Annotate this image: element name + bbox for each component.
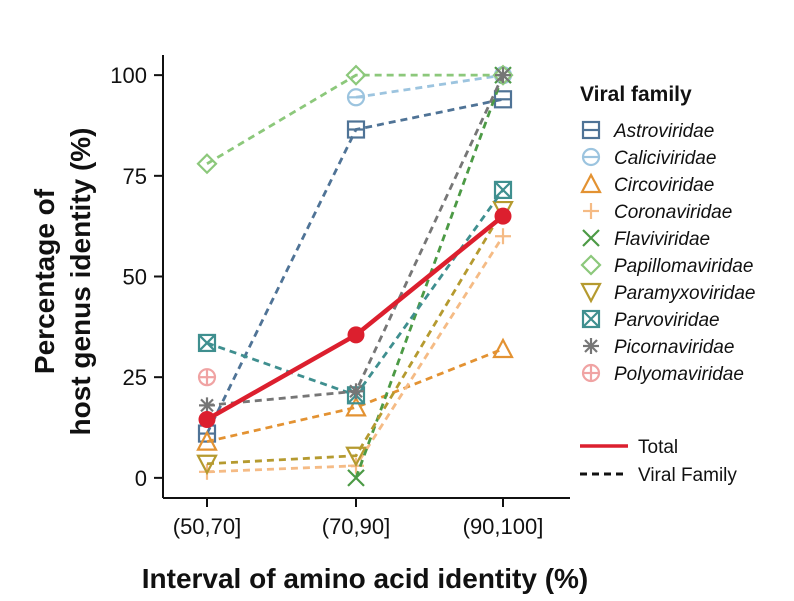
data-point-marker bbox=[582, 229, 600, 247]
data-point-marker bbox=[493, 90, 513, 109]
legend-item: Astroviridae bbox=[581, 120, 714, 142]
legend-total-label: Total bbox=[638, 437, 678, 458]
data-point-marker bbox=[346, 88, 366, 107]
data-point-marker bbox=[583, 338, 599, 354]
y-tick-label: 0 bbox=[135, 466, 147, 491]
legend-title: Viral family bbox=[580, 83, 692, 106]
legend-item-label: Polyomaviridae bbox=[614, 364, 744, 385]
data-point-marker bbox=[580, 172, 602, 194]
y-tick-label: 75 bbox=[123, 164, 147, 189]
series-line bbox=[206, 189, 505, 397]
data-point-marker bbox=[197, 368, 217, 387]
legend-item: Coronaviridae bbox=[583, 202, 732, 223]
legend: Viral family Astroviridae Caliciviridae Ci… bbox=[580, 83, 756, 486]
legend-item-label: Picornaviridae bbox=[614, 337, 734, 358]
series-parvoviridae bbox=[197, 180, 513, 405]
data-point-marker bbox=[196, 153, 218, 175]
data-point-marker bbox=[580, 254, 602, 276]
data-point-marker bbox=[197, 333, 217, 353]
y-axis-title-line-1: Percentage of bbox=[29, 188, 60, 374]
legend-item: Paramyxoviridae bbox=[580, 282, 756, 304]
legend-item: Parvoviridae bbox=[581, 309, 720, 331]
series-polyomaviridae bbox=[197, 368, 217, 387]
y-tick-label: 50 bbox=[123, 265, 147, 290]
series-layer bbox=[196, 64, 514, 487]
legend-item: Papillomaviridae bbox=[580, 254, 753, 277]
series-picornaviridae bbox=[199, 67, 511, 414]
legend-item: Picornaviridae bbox=[583, 337, 734, 358]
data-point-marker bbox=[492, 64, 514, 86]
total-point bbox=[494, 207, 512, 225]
total-series-layer bbox=[198, 207, 512, 428]
legend-item-label: Circoviridae bbox=[614, 175, 714, 196]
legend-item-label: Paramyxoviridae bbox=[614, 283, 756, 304]
legend-item-label: Caliciviridae bbox=[614, 148, 716, 169]
data-point-marker bbox=[583, 203, 599, 219]
legend-item: Caliciviridae bbox=[581, 147, 716, 169]
legend-viral-family-label: Viral Family bbox=[638, 465, 737, 486]
series-line bbox=[355, 73, 504, 99]
x-tick-label: (90,100] bbox=[463, 514, 544, 539]
data-point-marker bbox=[345, 446, 367, 468]
plot-area: 0 25 50 75 100 (50,70] (70,90] (90,100] bbox=[110, 55, 570, 539]
data-point-marker bbox=[196, 454, 218, 476]
y-tick-label: 25 bbox=[123, 365, 147, 390]
data-point-marker bbox=[495, 228, 511, 245]
data-point-marker bbox=[196, 430, 218, 451]
data-point-marker bbox=[199, 397, 215, 414]
legend-item: Circoviridae bbox=[580, 172, 714, 196]
y-axis-title: Percentage of host genus identity (%) bbox=[29, 128, 96, 436]
legend-item: Polyomaviridae bbox=[581, 363, 744, 385]
series-line bbox=[206, 347, 504, 443]
series-caliciviridae bbox=[346, 66, 513, 107]
data-point-marker bbox=[493, 180, 513, 200]
y-axis-ticks: 0 25 50 75 100 bbox=[110, 63, 163, 491]
y-tick-label: 100 bbox=[110, 63, 147, 88]
series-line bbox=[206, 209, 505, 466]
data-point-marker bbox=[581, 309, 601, 329]
series-circoviridae bbox=[196, 337, 514, 451]
legend-item-label: Coronaviridae bbox=[614, 202, 732, 223]
series-line bbox=[206, 74, 505, 407]
data-point-marker bbox=[581, 363, 601, 383]
legend-item-label: Flaviviridae bbox=[614, 229, 710, 250]
data-point-marker bbox=[581, 120, 601, 140]
total-point bbox=[198, 410, 216, 428]
data-point-marker bbox=[345, 64, 367, 86]
series-papillomaviridae bbox=[196, 64, 514, 175]
data-point-marker bbox=[495, 67, 511, 84]
series-line bbox=[206, 73, 503, 165]
legend-item-label: Papillomaviridae bbox=[614, 256, 753, 277]
data-point-marker bbox=[492, 337, 514, 359]
y-axis-title-line-2: host genus identity (%) bbox=[65, 128, 96, 436]
data-point-marker bbox=[346, 120, 366, 139]
x-axis-ticks: (50,70] (70,90] (90,100] bbox=[173, 498, 544, 539]
x-tick-label: (70,90] bbox=[322, 514, 391, 539]
legend-item-label: Astroviridae bbox=[613, 121, 714, 142]
data-point-marker bbox=[581, 147, 601, 167]
data-point-marker bbox=[347, 469, 365, 487]
legend-items: Astroviridae Caliciviridae Circoviridae Cor… bbox=[580, 120, 756, 385]
legend-item: Flaviviridae bbox=[582, 229, 710, 250]
data-point-marker bbox=[580, 282, 602, 304]
data-point-marker bbox=[345, 396, 367, 417]
series-astroviridae bbox=[197, 90, 513, 443]
x-tick-label: (50,70] bbox=[173, 514, 242, 539]
legend-item-label: Parvoviridae bbox=[614, 310, 720, 331]
x-axis-title: Interval of amino acid identity (%) bbox=[142, 563, 589, 594]
total-point bbox=[347, 326, 365, 344]
series-line bbox=[206, 235, 505, 474]
data-point-marker bbox=[348, 383, 364, 400]
